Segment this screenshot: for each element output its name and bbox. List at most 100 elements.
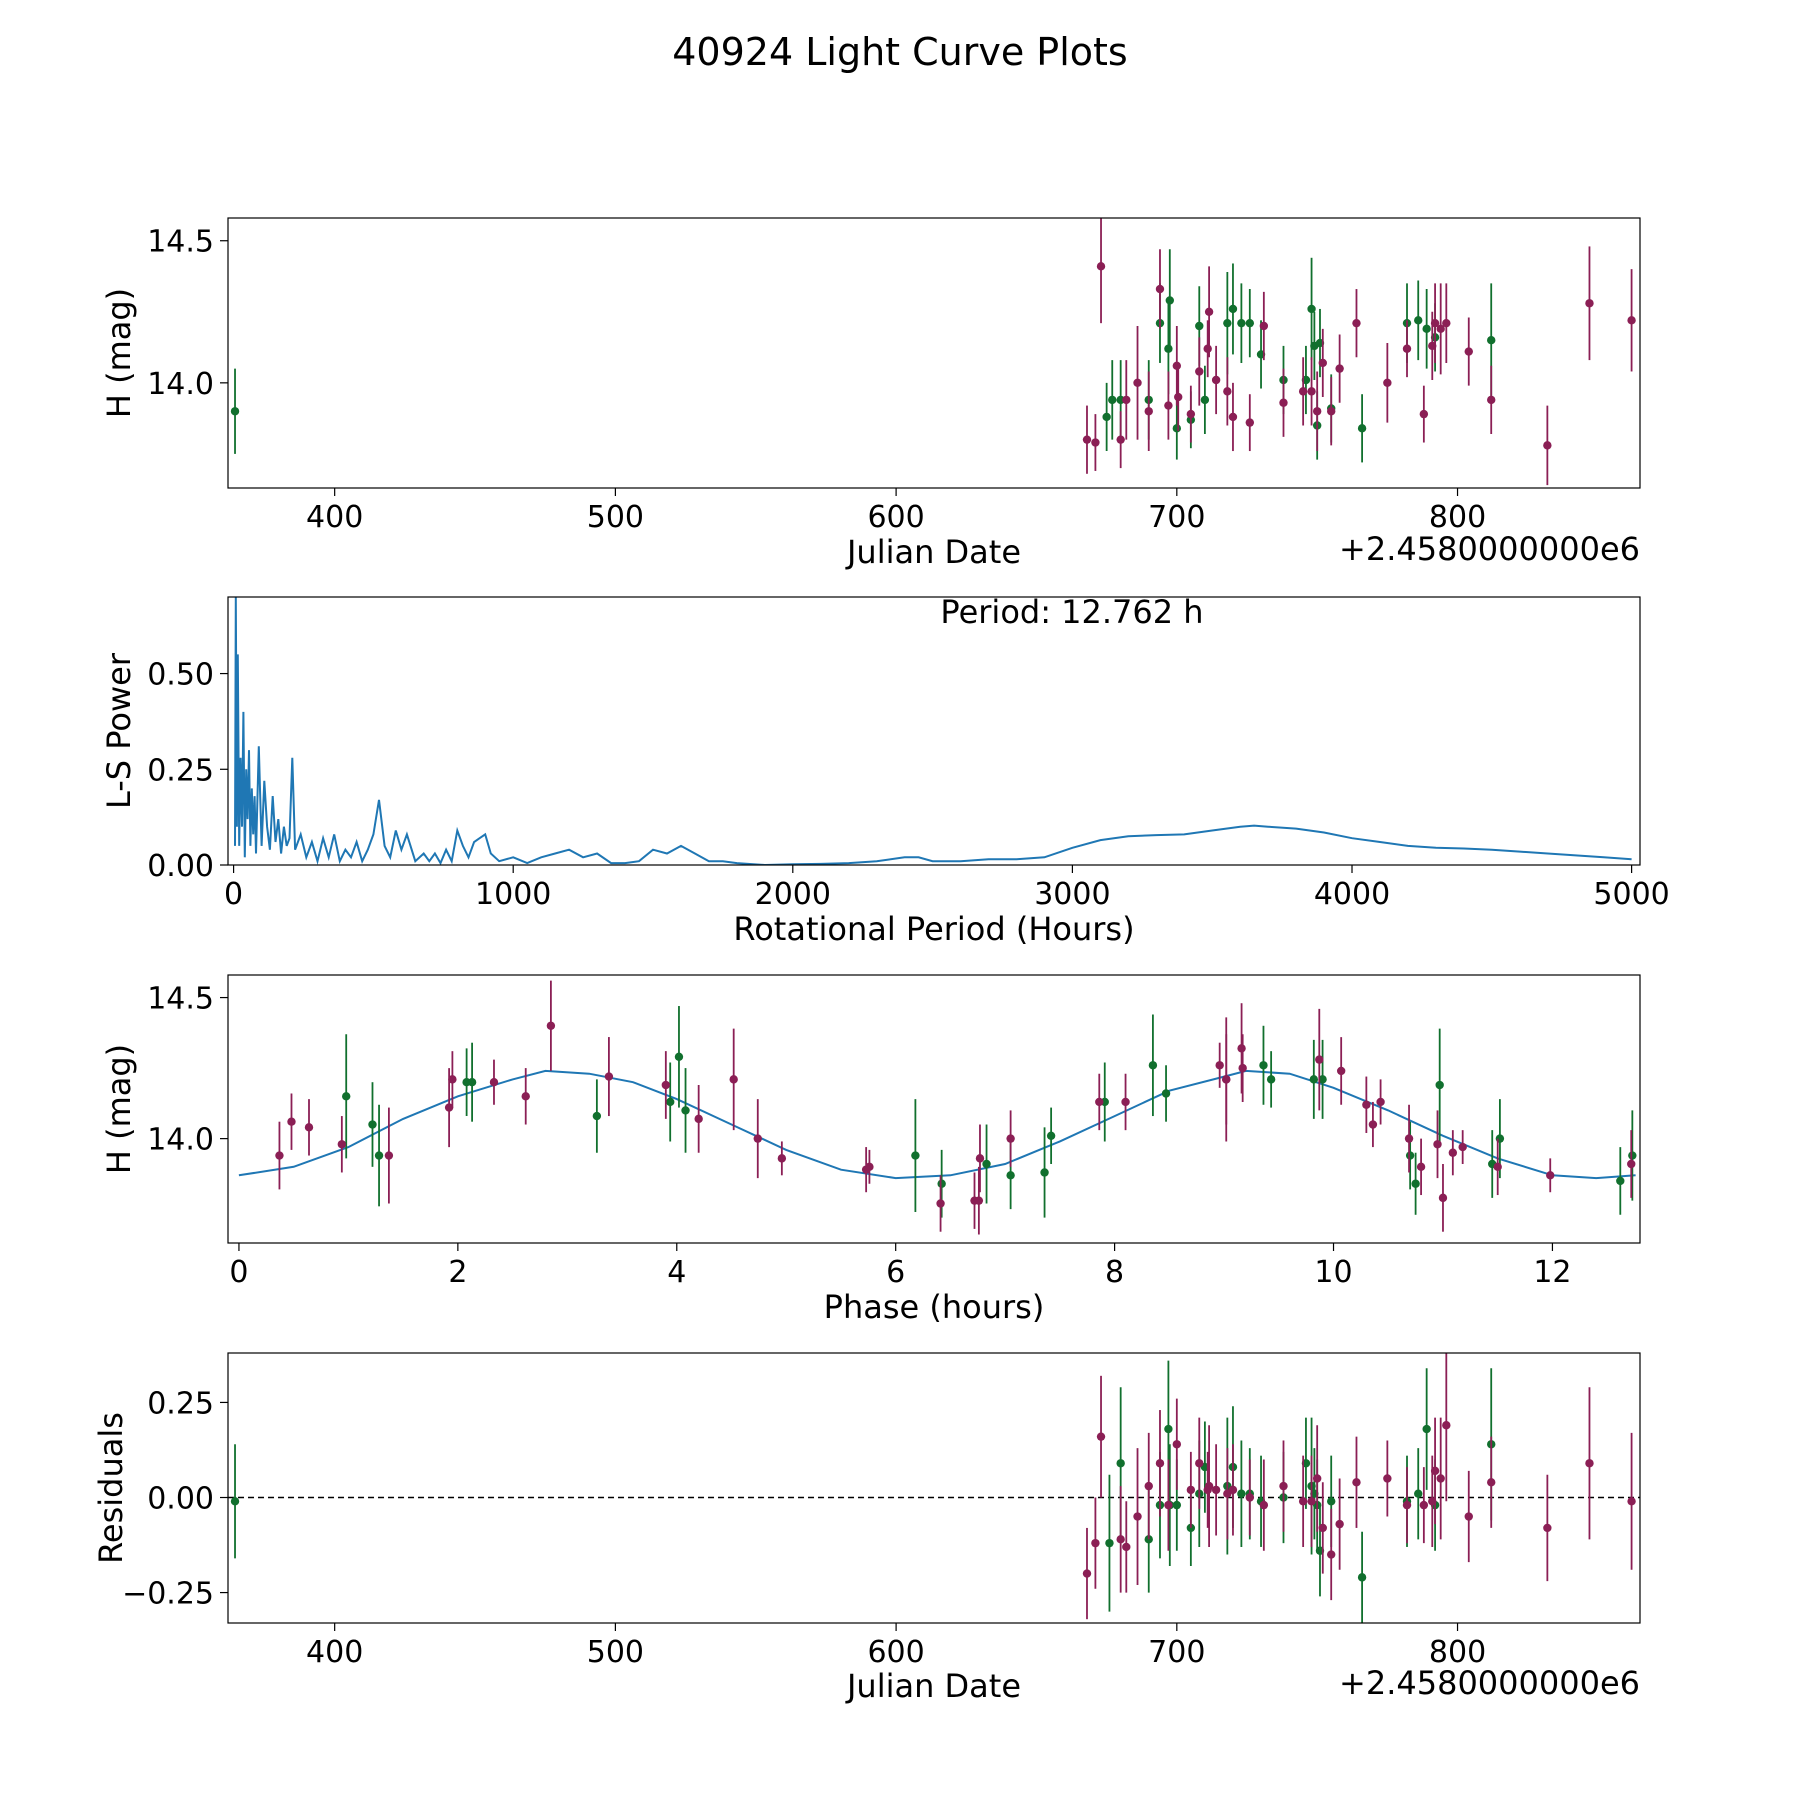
phased-data-point bbox=[304, 1123, 314, 1132]
residuals-ytick-label: 0.25 bbox=[147, 1386, 214, 1421]
lightcurve-ytick-label: 14.0 bbox=[147, 367, 214, 402]
phased-data-point bbox=[753, 1134, 762, 1143]
residuals-data-point bbox=[1172, 1500, 1182, 1510]
lightcurve-xtick-label: 800 bbox=[1429, 500, 1486, 535]
phased-data-point bbox=[1458, 1142, 1467, 1152]
residuals-data-point bbox=[1627, 1497, 1636, 1506]
phased-data-point bbox=[337, 1140, 347, 1149]
panel-lightcurve-ticks: 400 500 600 700 800 14.0 14.5 bbox=[147, 225, 1486, 535]
phased-data-point bbox=[275, 1151, 284, 1160]
phased-data-point bbox=[1404, 1134, 1414, 1143]
residuals-data-point bbox=[1172, 1440, 1182, 1449]
residuals-data-point bbox=[1133, 1512, 1142, 1521]
lightcurve-data-point bbox=[1543, 441, 1552, 450]
phased-data-point bbox=[1215, 1061, 1224, 1070]
residuals-data-point bbox=[1144, 1535, 1153, 1544]
phased-xtick-label: 6 bbox=[886, 1255, 905, 1290]
lightcurve-data-point bbox=[1165, 296, 1175, 305]
lightcurve-data-point bbox=[1082, 435, 1092, 444]
residuals-data-point bbox=[1307, 1497, 1316, 1506]
phased-xlabel: Phase (hours) bbox=[824, 1288, 1045, 1326]
phased-data-point bbox=[1362, 1100, 1371, 1109]
periodogram-series-line bbox=[234, 597, 1632, 865]
residuals-data-point bbox=[1543, 1523, 1552, 1533]
lightcurve-data-point bbox=[1195, 321, 1204, 331]
lightcurve-xtick-label: 700 bbox=[1148, 500, 1205, 535]
phased-data-point bbox=[1095, 1097, 1104, 1107]
lightcurve-data-point bbox=[1357, 424, 1367, 433]
residuals-data-point bbox=[1116, 1459, 1125, 1468]
phased-data-point bbox=[287, 1117, 296, 1126]
phased-data-point bbox=[1493, 1162, 1502, 1172]
residuals-data-point bbox=[1422, 1424, 1431, 1434]
residuals-data-point bbox=[1186, 1485, 1196, 1495]
residuals-data-point bbox=[1327, 1550, 1336, 1559]
lightcurve-data-point bbox=[1102, 412, 1111, 422]
lightcurve-data-point bbox=[1174, 392, 1183, 402]
residuals-data-point bbox=[1402, 1500, 1412, 1510]
lightcurve-data-point bbox=[1245, 418, 1255, 427]
phased-data-point bbox=[1416, 1162, 1426, 1172]
residuals-offset-text: +2.4580000000e6 bbox=[1339, 1664, 1640, 1702]
lightcurve-data-point bbox=[1298, 387, 1308, 396]
phased-data-point bbox=[777, 1154, 787, 1163]
periodogram-annotation: Period: 12.762 h bbox=[940, 593, 1203, 631]
panel-phased-frame bbox=[227, 974, 1641, 1244]
phased-data-point bbox=[1006, 1134, 1015, 1143]
lightcurve-data-point bbox=[1228, 412, 1238, 422]
residuals-data-point bbox=[1245, 1493, 1255, 1502]
lightcurve-data-point bbox=[1430, 318, 1440, 328]
residuals-data-point bbox=[1279, 1481, 1288, 1491]
phased-data-point bbox=[936, 1199, 945, 1208]
phased-data-point bbox=[1368, 1120, 1378, 1129]
phased-data-point bbox=[1318, 1075, 1327, 1084]
lightcurve-data-point bbox=[1091, 438, 1100, 447]
phased-data-point bbox=[1309, 1075, 1319, 1084]
lightcurve-data-point bbox=[1164, 344, 1173, 353]
phased-data-point bbox=[1438, 1193, 1448, 1203]
lightcurve-xtick-label: 400 bbox=[306, 500, 363, 535]
residuals-data-point bbox=[1352, 1478, 1361, 1487]
phased-xtick-label: 8 bbox=[1105, 1255, 1124, 1290]
lightcurve-data-point bbox=[1442, 318, 1451, 328]
lightcurve-data-point bbox=[1312, 407, 1322, 416]
residuals-data-point bbox=[1312, 1474, 1322, 1483]
phased-xtick-label: 4 bbox=[667, 1255, 686, 1290]
phased-xtick-label: 2 bbox=[448, 1255, 467, 1290]
periodogram-xtick-label: 0 bbox=[224, 877, 243, 912]
phased-data-point bbox=[1628, 1151, 1637, 1160]
periodogram-ylabel: L-S Power bbox=[100, 652, 138, 809]
periodogram-xtick-label: 4000 bbox=[1314, 877, 1390, 912]
residuals-data-point bbox=[1327, 1497, 1336, 1506]
lightcurve-offset-text: +2.4580000000e6 bbox=[1339, 530, 1640, 568]
phased-data-point bbox=[975, 1154, 985, 1163]
panel-lightcurve: 400 500 600 700 800 14.0 14.5 Julian Date +2.4… bbox=[100, 217, 1641, 571]
lightcurve-data-point bbox=[1144, 407, 1153, 416]
phased-xtick-label: 0 bbox=[229, 1255, 248, 1290]
lightcurve-data-point bbox=[1096, 262, 1106, 271]
phased-data-point bbox=[1405, 1151, 1415, 1160]
phased-data-point bbox=[661, 1080, 671, 1090]
lightcurve-data-point bbox=[1422, 324, 1431, 334]
lightcurve-data-point bbox=[1223, 387, 1232, 396]
lightcurve-data-point bbox=[1585, 299, 1594, 308]
lightcurve-data-point bbox=[1335, 364, 1344, 373]
residuals-ytick-label: 0.00 bbox=[147, 1482, 214, 1517]
lightcurve-data-point bbox=[1307, 387, 1316, 396]
lightcurve-data-point bbox=[1464, 347, 1473, 356]
periodogram-xtick-label: 1000 bbox=[475, 877, 551, 912]
residuals-data-point bbox=[1414, 1489, 1423, 1498]
phased-data-point bbox=[1238, 1063, 1247, 1073]
panel-phased-points bbox=[238, 980, 1637, 1235]
residuals-data-point bbox=[1298, 1497, 1308, 1506]
lightcurve-ytick-label: 14.5 bbox=[147, 225, 214, 260]
phased-data-point bbox=[1411, 1179, 1420, 1188]
lightcurve-data-point bbox=[1419, 409, 1429, 419]
phased-xtick-label: 10 bbox=[1314, 1255, 1352, 1290]
residuals-xtick-label: 600 bbox=[867, 1635, 924, 1670]
phased-data-point bbox=[1259, 1061, 1268, 1070]
phased-data-point bbox=[865, 1162, 874, 1172]
residuals-data-point bbox=[1204, 1481, 1214, 1491]
phased-data-point bbox=[604, 1072, 614, 1081]
phased-ylabel: H (mag) bbox=[100, 1044, 138, 1174]
